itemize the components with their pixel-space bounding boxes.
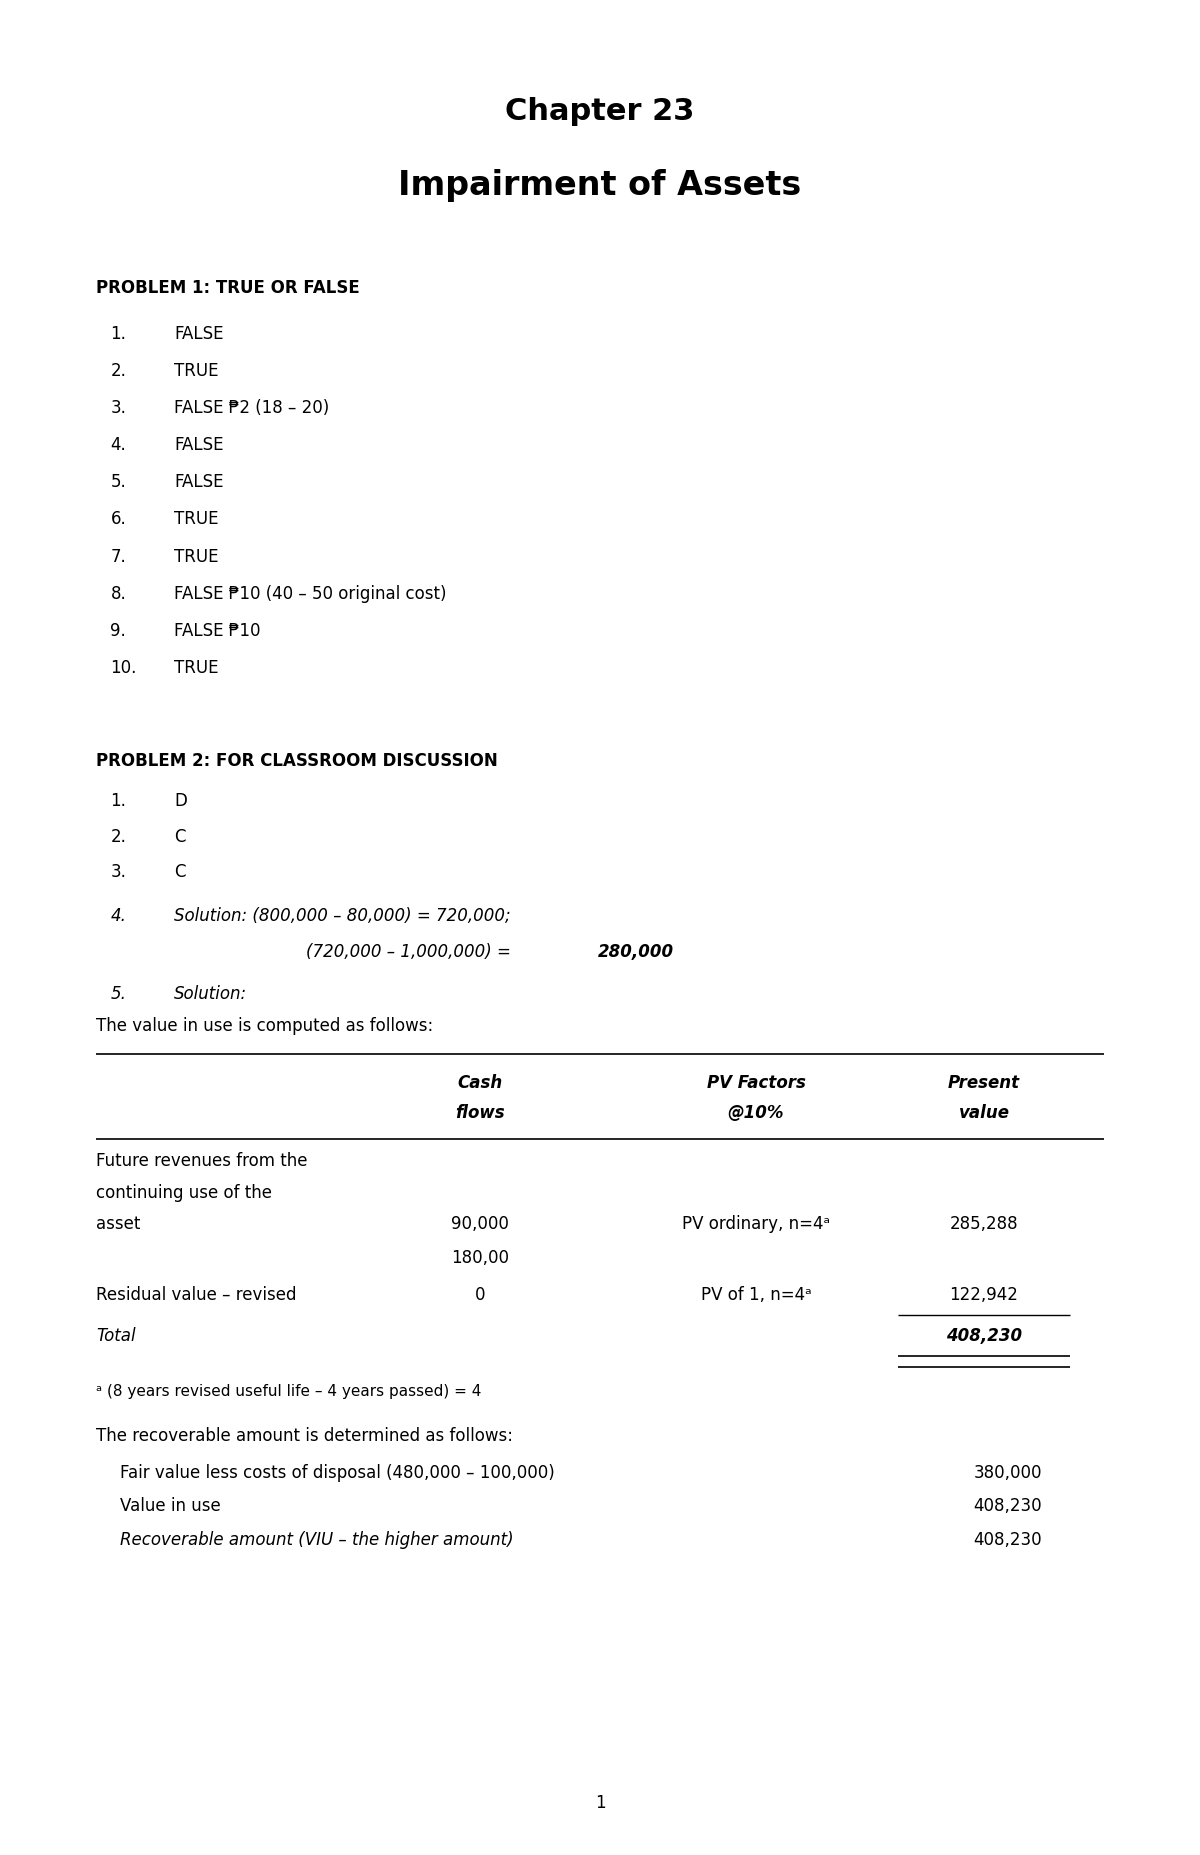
Text: 3.: 3. <box>110 863 126 881</box>
Text: flows: flows <box>455 1104 505 1122</box>
Text: PV ordinary, n=4ᵃ: PV ordinary, n=4ᵃ <box>682 1215 830 1234</box>
Text: Chapter 23: Chapter 23 <box>505 96 695 126</box>
Text: FALSE: FALSE <box>174 436 223 454</box>
Text: Fair value less costs of disposal (480,000 – 100,000): Fair value less costs of disposal (480,0… <box>120 1464 554 1482</box>
Text: PROBLEM 2: FOR CLASSROOM DISCUSSION: PROBLEM 2: FOR CLASSROOM DISCUSSION <box>96 751 498 770</box>
Text: 9.: 9. <box>110 621 126 640</box>
Text: continuing use of the: continuing use of the <box>96 1183 272 1202</box>
Text: FALSE ₱10 (40 – 50 original cost): FALSE ₱10 (40 – 50 original cost) <box>174 584 446 603</box>
Text: TRUE: TRUE <box>174 510 218 529</box>
Text: 5.: 5. <box>110 985 126 1004</box>
Text: FALSE: FALSE <box>174 473 223 492</box>
Text: 2.: 2. <box>110 827 126 846</box>
Text: 180,00: 180,00 <box>451 1248 509 1267</box>
Text: Solution:: Solution: <box>174 985 247 1004</box>
Text: FALSE ₱2 (18 – 20): FALSE ₱2 (18 – 20) <box>174 399 329 417</box>
Text: TRUE: TRUE <box>174 659 218 677</box>
Text: 0: 0 <box>475 1286 485 1304</box>
Text: value: value <box>959 1104 1009 1122</box>
Text: ᵃ (8 years revised useful life – 4 years passed) = 4: ᵃ (8 years revised useful life – 4 years… <box>96 1384 481 1399</box>
Text: 3.: 3. <box>110 399 126 417</box>
Text: The recoverable amount is determined as follows:: The recoverable amount is determined as … <box>96 1426 514 1445</box>
Text: C: C <box>174 863 186 881</box>
Text: Present: Present <box>948 1074 1020 1093</box>
Text: 1.: 1. <box>110 792 126 811</box>
Text: 408,230: 408,230 <box>946 1326 1022 1345</box>
Text: 280,000: 280,000 <box>598 942 673 961</box>
Text: 6.: 6. <box>110 510 126 529</box>
Text: 90,000: 90,000 <box>451 1215 509 1234</box>
Text: C: C <box>174 827 186 846</box>
Text: 408,230: 408,230 <box>973 1497 1043 1516</box>
Text: Solution: (800,000 – 80,000) = 720,000;: Solution: (800,000 – 80,000) = 720,000; <box>174 907 511 926</box>
Text: 7.: 7. <box>110 547 126 566</box>
Text: Future revenues from the: Future revenues from the <box>96 1152 307 1171</box>
Text: 1.: 1. <box>110 325 126 343</box>
Text: D: D <box>174 792 187 811</box>
Text: TRUE: TRUE <box>174 547 218 566</box>
Text: Recoverable amount (VIU – the higher amount): Recoverable amount (VIU – the higher amo… <box>120 1530 514 1549</box>
Text: PV Factors: PV Factors <box>707 1074 805 1093</box>
Text: 4.: 4. <box>110 907 126 926</box>
Text: 122,942: 122,942 <box>949 1286 1019 1304</box>
Text: 2.: 2. <box>110 362 126 380</box>
Text: @10%: @10% <box>727 1104 785 1122</box>
Text: Residual value – revised: Residual value – revised <box>96 1286 296 1304</box>
Text: FALSE ₱10: FALSE ₱10 <box>174 621 260 640</box>
Text: PROBLEM 1: TRUE OR FALSE: PROBLEM 1: TRUE OR FALSE <box>96 278 360 297</box>
Text: The value in use is computed as follows:: The value in use is computed as follows: <box>96 1017 433 1035</box>
Text: 5.: 5. <box>110 473 126 492</box>
Text: 408,230: 408,230 <box>973 1530 1043 1549</box>
Text: (720,000 – 1,000,000) =: (720,000 – 1,000,000) = <box>306 942 516 961</box>
Text: Impairment of Assets: Impairment of Assets <box>398 169 802 202</box>
Text: Total: Total <box>96 1326 136 1345</box>
Text: TRUE: TRUE <box>174 362 218 380</box>
Text: FALSE: FALSE <box>174 325 223 343</box>
Text: asset: asset <box>96 1215 140 1234</box>
Text: 8.: 8. <box>110 584 126 603</box>
Text: 380,000: 380,000 <box>973 1464 1043 1482</box>
Text: Value in use: Value in use <box>120 1497 221 1516</box>
Text: 1: 1 <box>595 1794 605 1812</box>
Text: 10.: 10. <box>110 659 137 677</box>
Text: 4.: 4. <box>110 436 126 454</box>
Text: 285,288: 285,288 <box>949 1215 1019 1234</box>
Text: Cash: Cash <box>457 1074 503 1093</box>
Text: PV of 1, n=4ᵃ: PV of 1, n=4ᵃ <box>701 1286 811 1304</box>
